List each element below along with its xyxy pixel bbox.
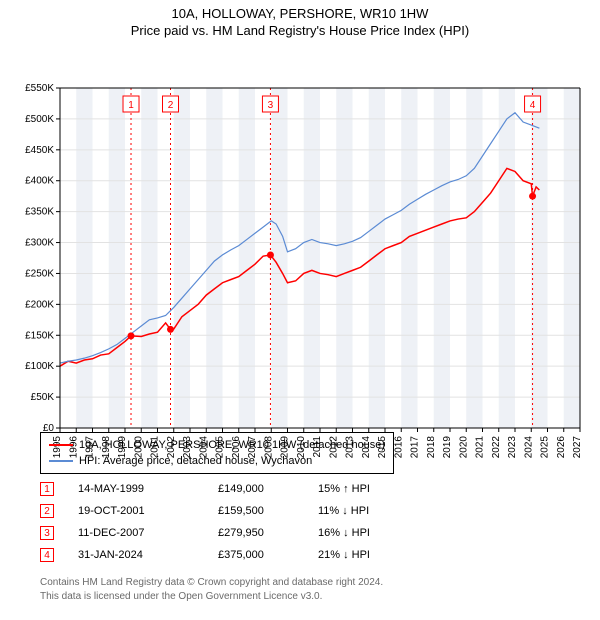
transaction-marker: 2 bbox=[40, 504, 54, 518]
svg-text:£350K: £350K bbox=[25, 207, 54, 218]
svg-text:£250K: £250K bbox=[25, 268, 54, 279]
transaction-date: 14-MAY-1999 bbox=[78, 483, 218, 495]
svg-text:£500K: £500K bbox=[25, 114, 54, 125]
svg-text:2024: 2024 bbox=[523, 436, 534, 459]
transaction-row: 4 31-JAN-2024£375,00021% ↓ HPI bbox=[40, 544, 418, 566]
svg-text:4: 4 bbox=[530, 100, 536, 111]
svg-text:2019: 2019 bbox=[442, 436, 453, 459]
svg-text:£550K: £550K bbox=[25, 83, 54, 94]
svg-text:£200K: £200K bbox=[25, 299, 54, 310]
legend-item: 10A, HOLLOWAY, PERSHORE, WR10 1HW (detac… bbox=[49, 437, 385, 453]
transaction-row: 1 14-MAY-1999£149,00015% ↑ HPI bbox=[40, 478, 418, 500]
transaction-marker: 1 bbox=[40, 482, 54, 496]
footer-line-1: Contains HM Land Registry data © Crown c… bbox=[40, 576, 383, 590]
svg-text:2: 2 bbox=[168, 100, 174, 111]
svg-text:£450K: £450K bbox=[25, 145, 54, 156]
svg-text:2027: 2027 bbox=[572, 436, 583, 459]
svg-text:2018: 2018 bbox=[426, 436, 437, 459]
svg-text:2021: 2021 bbox=[475, 436, 486, 459]
chart-container: £0£50K£100K£150K£200K£250K£300K£350K£400… bbox=[0, 38, 600, 473]
transaction-price: £159,500 bbox=[218, 505, 318, 517]
transaction-date: 19-OCT-2001 bbox=[78, 505, 218, 517]
legend-label: HPI: Average price, detached house, Wych… bbox=[79, 455, 312, 467]
svg-text:2025: 2025 bbox=[540, 436, 551, 459]
transaction-diff: 16% ↓ HPI bbox=[318, 527, 418, 539]
svg-text:2022: 2022 bbox=[491, 436, 502, 459]
legend-item: HPI: Average price, detached house, Wych… bbox=[49, 453, 385, 469]
legend-box: 10A, HOLLOWAY, PERSHORE, WR10 1HW (detac… bbox=[40, 432, 394, 474]
legend-swatch bbox=[49, 444, 73, 446]
transaction-price: £375,000 bbox=[218, 549, 318, 561]
svg-text:£300K: £300K bbox=[25, 238, 54, 249]
transactions-table: 1 14-MAY-1999£149,00015% ↑ HPI 2 19-OCT-200… bbox=[40, 478, 418, 566]
transaction-date: 31-JAN-2024 bbox=[78, 549, 218, 561]
svg-text:2020: 2020 bbox=[458, 436, 469, 459]
transaction-price: £149,000 bbox=[218, 483, 318, 495]
svg-text:£400K: £400K bbox=[25, 176, 54, 187]
svg-text:2023: 2023 bbox=[507, 436, 518, 459]
chart-title-main: 10A, HOLLOWAY, PERSHORE, WR10 1HW bbox=[0, 6, 600, 21]
legend-swatch bbox=[49, 460, 73, 462]
transaction-row: 2 19-OCT-2001£159,50011% ↓ HPI bbox=[40, 500, 418, 522]
price-chart: £0£50K£100K£150K£200K£250K£300K£350K£400… bbox=[0, 38, 600, 468]
transaction-row: 3 11-DEC-2007£279,95016% ↓ HPI bbox=[40, 522, 418, 544]
svg-text:2016: 2016 bbox=[393, 436, 404, 459]
svg-text:£100K: £100K bbox=[25, 361, 54, 372]
svg-text:2017: 2017 bbox=[410, 436, 421, 459]
transaction-diff: 21% ↓ HPI bbox=[318, 549, 418, 561]
svg-text:3: 3 bbox=[268, 100, 274, 111]
transaction-price: £279,950 bbox=[218, 527, 318, 539]
transaction-diff: 15% ↑ HPI bbox=[318, 483, 418, 495]
svg-text:£50K: £50K bbox=[31, 392, 55, 403]
footer-line-2: This data is licensed under the Open Gov… bbox=[40, 590, 383, 604]
footer-attribution: Contains HM Land Registry data © Crown c… bbox=[40, 576, 383, 603]
transaction-marker: 4 bbox=[40, 548, 54, 562]
chart-title-sub: Price paid vs. HM Land Registry's House … bbox=[0, 23, 600, 38]
svg-text:2026: 2026 bbox=[556, 436, 567, 459]
transaction-diff: 11% ↓ HPI bbox=[318, 505, 418, 517]
transaction-date: 11-DEC-2007 bbox=[78, 527, 218, 539]
svg-text:1: 1 bbox=[128, 100, 134, 111]
transaction-marker: 3 bbox=[40, 526, 54, 540]
svg-text:£150K: £150K bbox=[25, 330, 54, 341]
legend-label: 10A, HOLLOWAY, PERSHORE, WR10 1HW (detac… bbox=[79, 439, 385, 451]
